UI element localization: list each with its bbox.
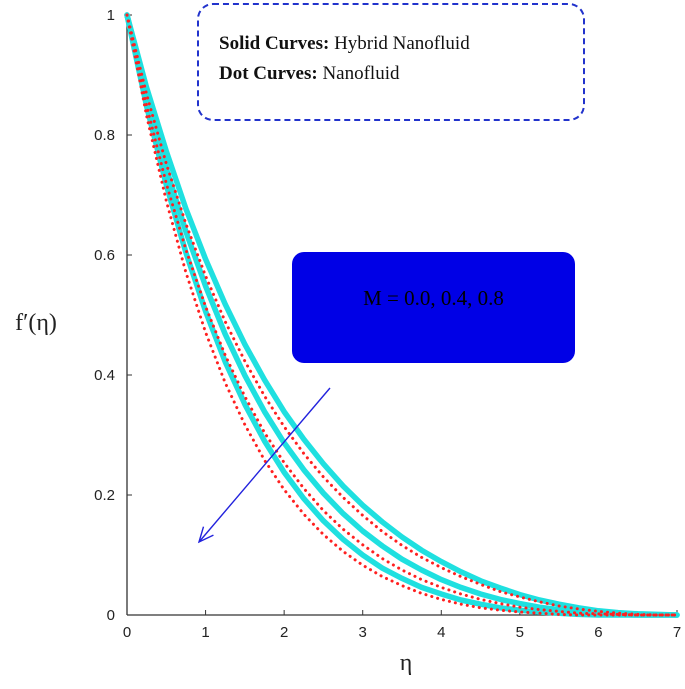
y-tick-label: 0.6 (94, 247, 115, 264)
legend-dot-desc: Nanofluid (322, 63, 400, 84)
y-tick-label: 1 (107, 7, 115, 24)
x-tick-label: 4 (437, 624, 445, 641)
x-tick-label: 1 (201, 624, 209, 641)
legend-dot-entry: Dot Curves: Nanofluid (219, 63, 399, 85)
legend-dot-label: Dot Curves: (219, 63, 318, 84)
x-tick-label: 2 (280, 624, 288, 641)
axes-layer: 0 1 2 3 4 5 6 7 0 0.2 0.4 0.6 0.8 1 (94, 7, 681, 641)
arrow-layer (197, 387, 331, 544)
arrow-shaft (198, 387, 331, 543)
x-tick-label: 6 (594, 624, 602, 641)
y-tick-label: 0.2 (94, 487, 115, 504)
parameter-annotation-box: M = 0.0, 0.4, 0.8 (292, 252, 575, 363)
dot-curve-M-0.4 (125, 13, 679, 617)
x-tick-label: 0 (123, 624, 131, 641)
solid-curve-M-0.8 (124, 12, 680, 618)
dot-curve-M-0 (125, 13, 679, 617)
y-axis-title: f′(η) (15, 310, 57, 336)
series-layer (124, 12, 680, 618)
legend-solid-label: Solid Curves: (219, 33, 330, 54)
x-tick-label: 3 (359, 624, 367, 641)
dot-curve-M-0.8 (125, 13, 679, 617)
y-tick-label: 0 (107, 607, 115, 624)
x-axis-title: η (400, 650, 413, 676)
legend-solid-entry: Solid Curves: Hybrid Nanofluid (219, 33, 470, 55)
legend: Solid Curves: Hybrid Nanofluid Dot Curve… (197, 3, 585, 121)
y-tick-label: 0.4 (94, 367, 115, 384)
parameter-annotation-text: M = 0.0, 0.4, 0.8 (363, 286, 504, 310)
legend-solid-desc: Hybrid Nanofluid (334, 33, 470, 54)
label-layer: η f′(η) (15, 310, 412, 676)
arrow-head (197, 526, 214, 544)
x-tick-label: 7 (673, 624, 681, 641)
solid-curve-M-0 (124, 12, 680, 618)
y-tick-label: 0.8 (94, 127, 115, 144)
x-tick-label: 5 (516, 624, 524, 641)
